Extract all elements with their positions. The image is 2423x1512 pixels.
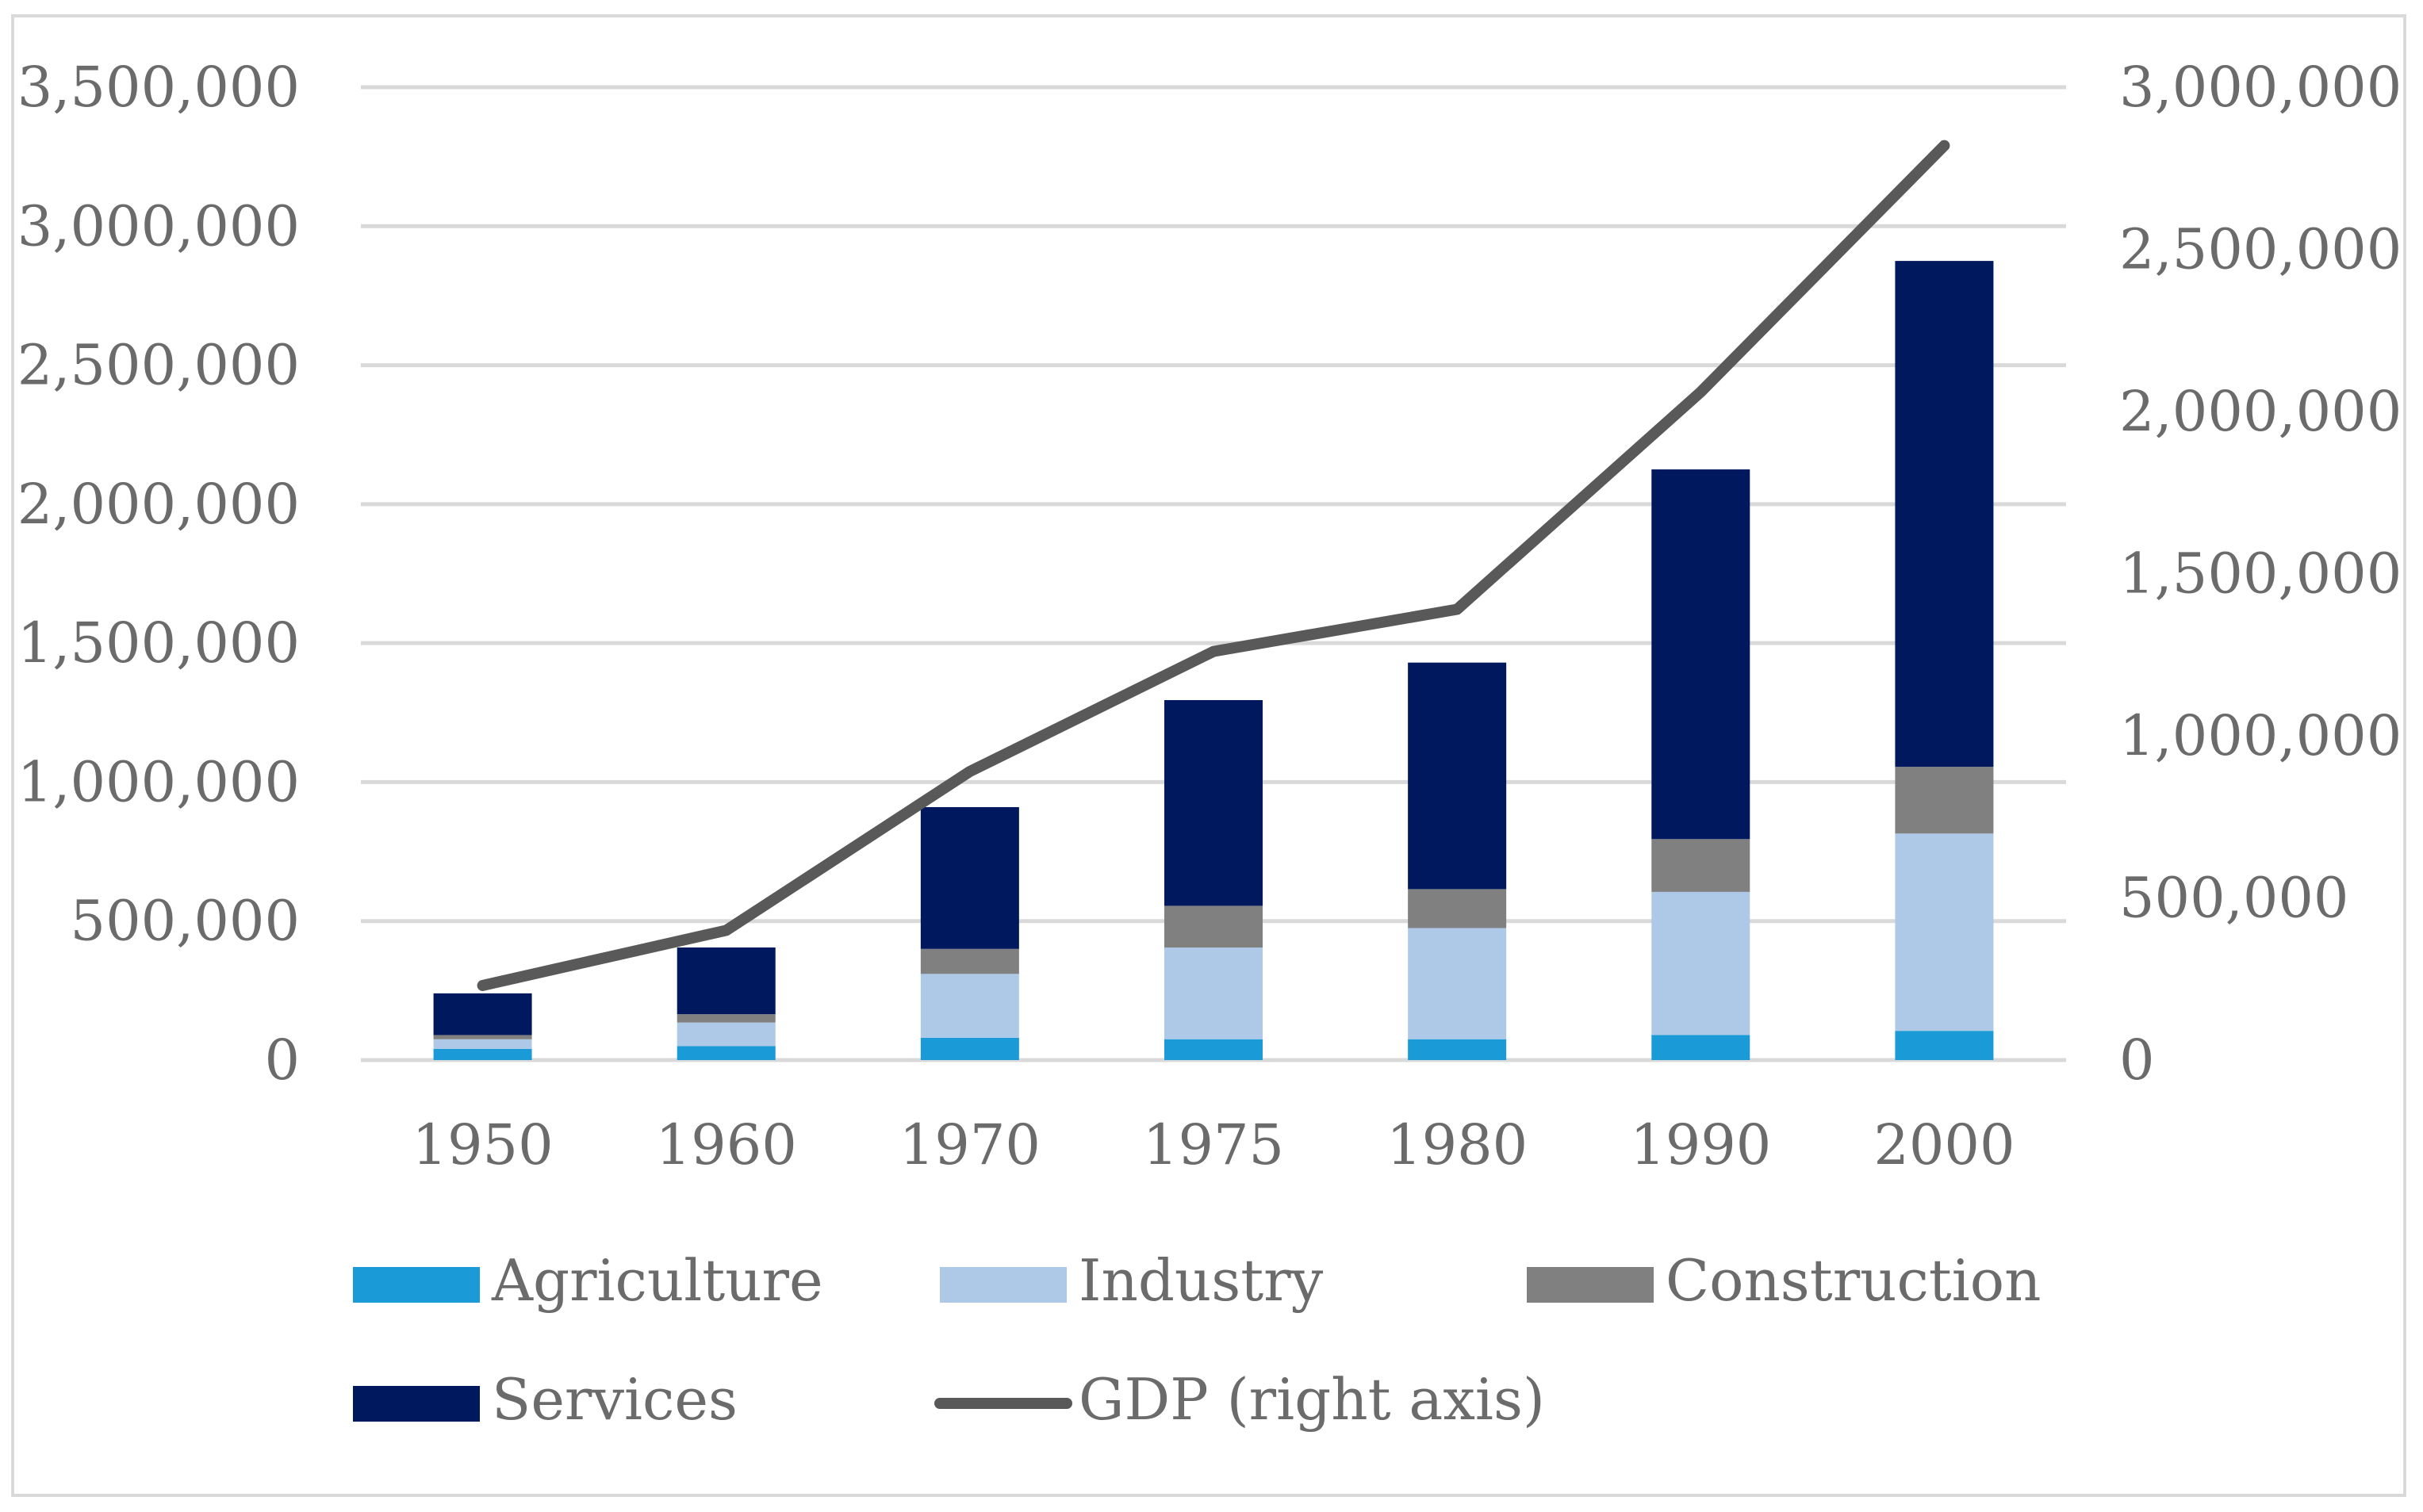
bar-industry-1950 [433, 1039, 532, 1049]
bar-industry-1970 [920, 974, 1019, 1038]
legend-swatch-services [353, 1386, 480, 1422]
bar-construction-1960 [677, 1014, 776, 1023]
legend: Agriculture Industry Construction Servic… [353, 1247, 2041, 1433]
right-tick-label: 1,500,000 [2119, 542, 2402, 607]
left-tick-label: 3,000,000 [17, 193, 300, 258]
left-tick-label: 500,000 [71, 889, 300, 954]
left-tick-label: 0 [264, 1028, 300, 1093]
left-tick-label: 1,500,000 [17, 611, 300, 676]
legend-label-construction: Construction [1666, 1247, 2041, 1314]
left-axis-ticks: 0 500,000 1,000,000 1,500,000 2,000,000 2,500… [17, 55, 300, 1093]
legend-label-industry: Industry [1079, 1247, 1324, 1314]
gdp-point-1975 [1213, 650, 1214, 653]
legend-label-agriculture: Agriculture [491, 1247, 823, 1314]
bar-industry-1975 [1164, 947, 1263, 1039]
right-tick-label: 500,000 [2119, 866, 2348, 931]
bar-construction-1975 [1164, 905, 1263, 948]
right-tick-label: 0 [2119, 1028, 2155, 1093]
bar-services-1980 [1408, 662, 1507, 890]
gdp-point-2000 [1943, 144, 1946, 147]
x-axis-ticks: 1950 1960 1970 1975 1980 1990 2000 [412, 1112, 2015, 1177]
bar-construction-1970 [920, 948, 1019, 974]
bar-agriculture-2000 [1895, 1031, 1994, 1060]
gdp-point-1970 [968, 770, 971, 772]
x-tick-label: 1980 [1386, 1112, 1528, 1177]
bar-agriculture-1975 [1164, 1039, 1263, 1060]
right-tick-label: 2,500,000 [2119, 217, 2402, 282]
bars [433, 261, 1994, 1060]
x-tick-label: 1950 [412, 1112, 553, 1177]
bar-services-1960 [677, 947, 776, 1015]
right-axis-ticks: 0 500,000 1,000,000 1,500,000 2,000,000 2,500… [2119, 55, 2402, 1093]
gdp-point-1980 [1456, 608, 1459, 611]
bar-agriculture-1980 [1408, 1039, 1507, 1060]
left-tick-label: 2,000,000 [17, 472, 300, 537]
gdp-point-1990 [1700, 391, 1702, 393]
bar-agriculture-1960 [677, 1046, 776, 1060]
bar-services-1950 [433, 993, 532, 1035]
bar-industry-2000 [1895, 833, 1994, 1032]
gdp-line-layer [477, 140, 1950, 991]
left-tick-label: 1,000,000 [17, 749, 300, 814]
bar-services-1970 [920, 806, 1019, 949]
x-tick-label: 1975 [1143, 1112, 1284, 1177]
bar-agriculture-1970 [920, 1037, 1019, 1060]
grid-lines [361, 85, 2066, 1062]
bar-construction-1950 [433, 1035, 532, 1039]
legend-swatch-construction [1527, 1267, 1654, 1303]
legend-label-services: Services [492, 1366, 738, 1433]
x-tick-label: 2000 [1873, 1112, 2015, 1177]
bar-industry-1960 [677, 1022, 776, 1047]
bar-industry-1990 [1651, 891, 1750, 1035]
bar-agriculture-1950 [433, 1048, 532, 1060]
bar-services-1975 [1164, 700, 1263, 906]
bar-construction-1980 [1408, 889, 1507, 928]
legend-label-gdp: GDP (right axis) [1079, 1366, 1545, 1433]
left-tick-label: 3,500,000 [17, 55, 300, 120]
gdp-point-1950 [481, 984, 484, 986]
x-tick-label: 1960 [656, 1112, 797, 1177]
bar-services-2000 [1895, 261, 1994, 767]
bar-construction-1990 [1651, 839, 1750, 892]
bar-industry-1980 [1408, 928, 1507, 1039]
right-tick-label: 1,000,000 [2119, 703, 2402, 768]
right-tick-label: 3,000,000 [2119, 55, 2402, 120]
bar-agriculture-1990 [1651, 1035, 1750, 1060]
x-tick-label: 1970 [899, 1112, 1041, 1177]
legend-swatch-industry [940, 1267, 1067, 1303]
x-tick-label: 1990 [1630, 1112, 1771, 1177]
bar-construction-2000 [1895, 767, 1994, 834]
legend-swatch-agriculture [353, 1267, 480, 1303]
right-tick-label: 2,000,000 [2119, 379, 2402, 444]
gdp-point-1960 [725, 929, 727, 932]
bar-services-1990 [1651, 469, 1750, 840]
left-tick-label: 2,500,000 [17, 333, 300, 398]
